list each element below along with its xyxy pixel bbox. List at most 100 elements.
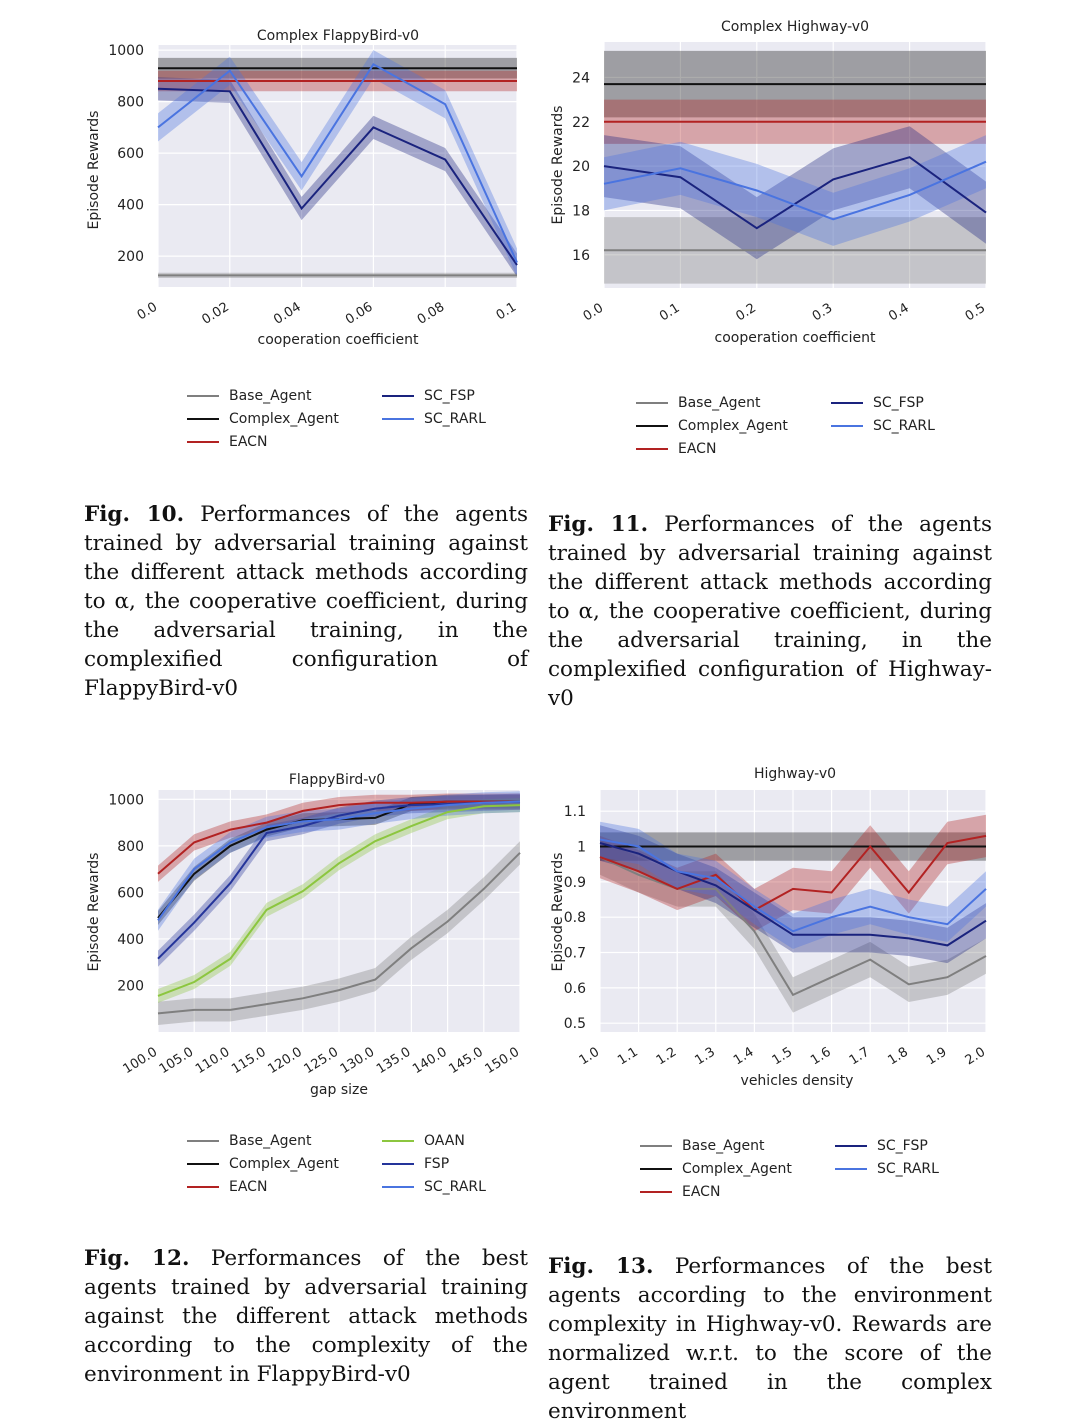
legend-swatch — [382, 1186, 414, 1188]
y-tick-label: 20 — [572, 159, 590, 175]
y-tick-label: 800 — [117, 95, 144, 111]
y-axis-label: Episode Rewards — [550, 853, 566, 972]
caption-label: Fig. 10. — [84, 502, 185, 527]
x-tick-label: 0.3 — [810, 301, 835, 325]
legend-item-base-agent: Base_Agent — [636, 395, 761, 411]
legend-item-eacn: EACN — [187, 434, 267, 450]
series-base-agent — [599, 856, 987, 997]
band-sc-rarl — [604, 135, 986, 246]
x-tick-label: 135.0 — [374, 1045, 414, 1077]
legend-item-sc-rarl: SC_RARL — [831, 418, 935, 434]
series-eacn — [157, 800, 520, 875]
legend-item-sc-rarl: SC_RARL — [382, 411, 486, 427]
series-sc-fsp — [157, 87, 518, 266]
chart-svg: 16 18 20 22 24 0.0 0.1 0.2 0.3 0.4 0.5 Complex High… — [550, 19, 988, 346]
chart-title: Complex Highway-v0 — [721, 19, 869, 35]
legend-label: EACN — [229, 434, 268, 450]
legend-item-sc-fsp: SC_FSP — [831, 395, 924, 411]
series-oaan — [157, 804, 521, 997]
legend-item-sc-fsp: SC_FSP — [382, 388, 475, 404]
x-tick-label: 0.06 — [343, 300, 376, 328]
series-base-agent — [157, 852, 521, 1015]
band-sc-fsp — [604, 126, 986, 260]
x-tick-label: 1.3 — [692, 1045, 717, 1069]
band-sc-rarl — [600, 821, 986, 949]
x-tick-label: 115.0 — [229, 1045, 269, 1077]
caption-fig11: Fig. 11. Performances of the agents trai… — [548, 510, 992, 713]
x-axis-label: vehicles density — [741, 1073, 854, 1089]
band-complex-agent — [158, 794, 520, 925]
legend-label: SC_RARL — [424, 411, 486, 427]
caption-text: Performances of the agents trained by ad… — [548, 512, 992, 711]
legend-label: FSP — [424, 1156, 450, 1172]
x-tick-label: 1.6 — [808, 1045, 833, 1069]
x-axis-label: cooperation coefficient — [715, 330, 876, 346]
legend-swatch — [636, 425, 668, 427]
legend-swatch — [187, 395, 219, 397]
x-tick-label: 0.4 — [886, 301, 911, 325]
legend-item-eacn: EACN — [640, 1184, 720, 1200]
legend-swatch — [382, 1140, 414, 1142]
legend-item-sc-fsp: SC_FSP — [835, 1138, 928, 1154]
legend-swatch — [640, 1145, 672, 1147]
series-sc-rarl — [599, 838, 987, 933]
x-tick-label: 0.04 — [271, 300, 304, 328]
legend-item-eacn: EACN — [636, 441, 716, 457]
x-axis-label: gap size — [310, 1082, 368, 1098]
y-axis-label: Episode Rewards — [86, 111, 102, 230]
chart-highway: 0.5 0.6 0.7 0.8 0.9 1 1.1 1.0 1.1 1.2 1.3 1.4 1.5 1.6… — [540, 760, 1080, 1110]
band-eacn — [600, 814, 986, 932]
legend-fig11: Base_Agent Complex_Agent EACN SC_FSP SC_RARL — [636, 395, 966, 465]
legend-item-complex-agent: Complex_Agent — [187, 1156, 339, 1172]
legend-swatch — [636, 448, 668, 450]
legend-item-complex-agent: Complex_Agent — [636, 418, 788, 434]
y-tick-label: 200 — [117, 249, 144, 265]
series-sc-fsp — [599, 842, 987, 947]
caption-label: Fig. 13. — [548, 1254, 654, 1279]
plot-group: 16 18 20 22 24 0.0 0.1 0.2 0.3 0.4 0.5 Complex High… — [550, 19, 988, 346]
legend-label: OAAN — [424, 1133, 465, 1149]
legend-swatch — [640, 1191, 672, 1193]
series-eacn — [599, 834, 987, 912]
x-tick-label: 0.08 — [415, 300, 448, 328]
legend-swatch — [835, 1168, 867, 1170]
x-tick-label: 0.5 — [963, 301, 988, 325]
legend-label: Complex_Agent — [229, 411, 339, 427]
series-sc-rarl — [157, 62, 518, 263]
x-tick-label: 0.0 — [581, 301, 606, 325]
x-tick-label: 1.8 — [885, 1045, 910, 1069]
plot-group: 200 400 600 800 1000 100.0105.0110.0115.0120.… — [86, 772, 522, 1098]
caption-text: Performances of the agents trained by ad… — [84, 502, 528, 701]
legend-swatch — [835, 1145, 867, 1147]
legend-label: Complex_Agent — [682, 1161, 792, 1177]
legend-item-base-agent: Base_Agent — [187, 388, 312, 404]
y-axis-label: Episode Rewards — [550, 106, 566, 225]
y-tick-label: 1 — [577, 840, 586, 856]
legend-item-sc-rarl: SC_RARL — [835, 1161, 939, 1177]
caption-text: Performances of the best agents trained … — [84, 1246, 528, 1387]
legend-label: SC_FSP — [873, 395, 924, 411]
legend-label: EACN — [229, 1179, 268, 1195]
legend-label: SC_FSP — [424, 388, 475, 404]
caption-fig13: Fig. 13. Performances of the best agents… — [548, 1252, 992, 1426]
legend-item-complex-agent: Complex_Agent — [640, 1161, 792, 1177]
legend-item-base-agent: Base_Agent — [187, 1133, 312, 1149]
legend-label: SC_RARL — [877, 1161, 939, 1177]
chart-flappybird: 200 400 600 800 1000 100.0 105.0 110.0 115.0 120.… — [0, 760, 540, 1110]
x-tick-label: 0.02 — [199, 300, 232, 328]
y-tick-label: 24 — [572, 70, 590, 86]
legend-swatch — [187, 1186, 219, 1188]
legend-fig12: Base_Agent Complex_Agent EACN OAAN FSP SC_RAR… — [187, 1133, 517, 1203]
y-tick-label: 0.8 — [564, 910, 586, 926]
legend-label: EACN — [682, 1184, 721, 1200]
chart-title: FlappyBird-v0 — [289, 772, 385, 788]
y-tick-label: 0.6 — [564, 981, 586, 997]
caption-text: Performances of the best agents accordin… — [548, 1254, 992, 1424]
chart-svg: 200 400 600 800 1000 100.0105.0110.0115.0120.… — [86, 772, 522, 1098]
band-sc-fsp — [158, 77, 517, 277]
y-axis-label: Episode Rewards — [86, 853, 102, 972]
legend-swatch — [382, 418, 414, 420]
legend-item-oaan: OAAN — [382, 1133, 465, 1149]
chart-title: Highway-v0 — [754, 766, 836, 782]
band-sc-fsp — [600, 825, 986, 964]
